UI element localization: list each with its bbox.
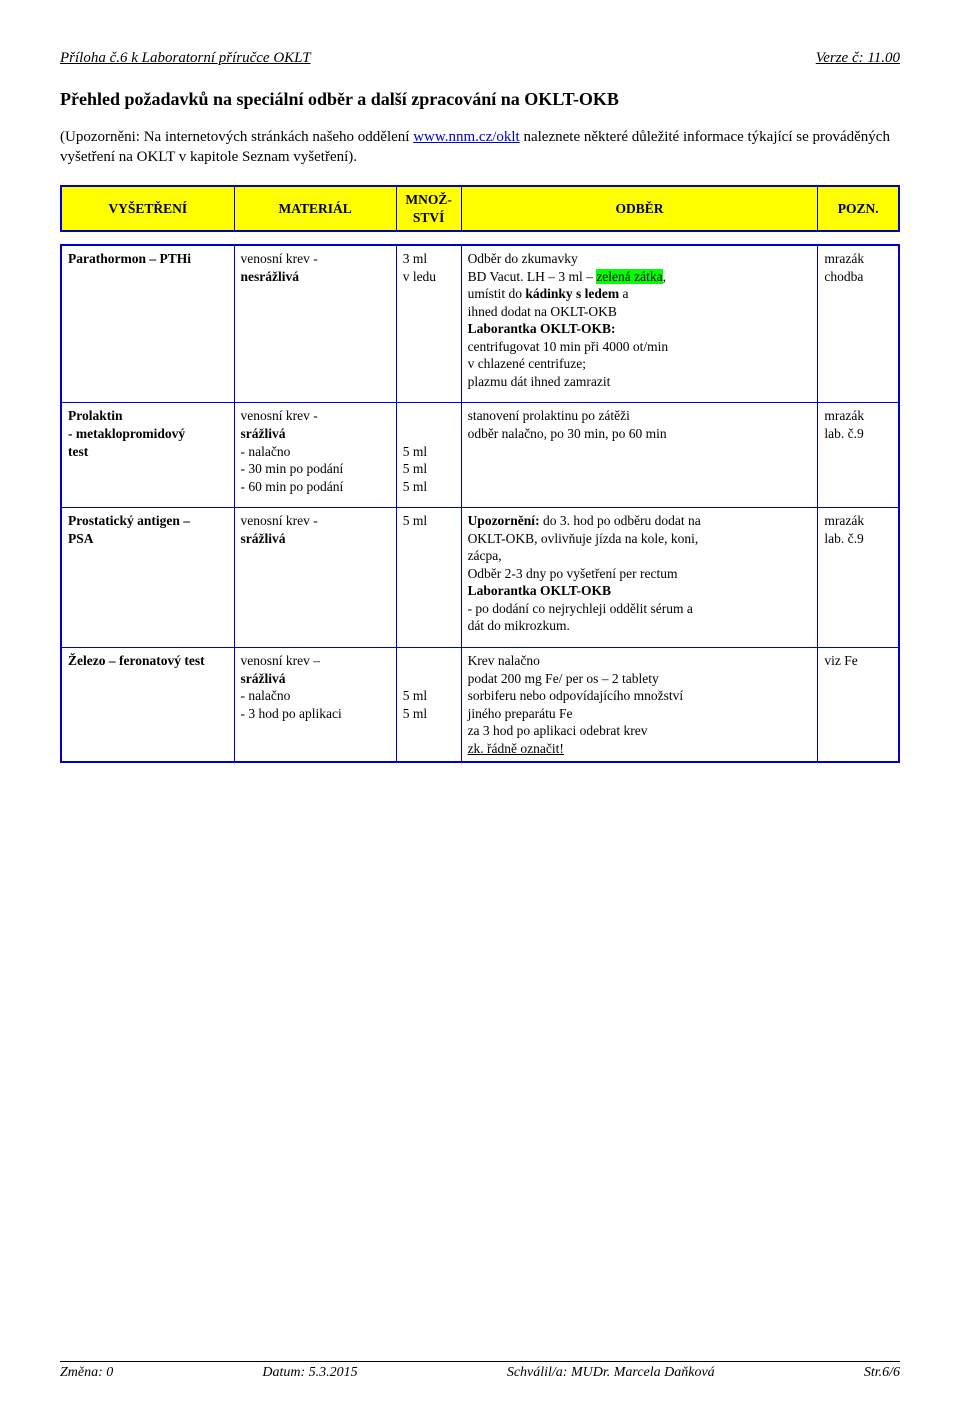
r1-odb1: Odběr do zkumavky <box>468 251 578 266</box>
r4-odb2: podat 200 mg Fe/ per os – 2 tablety <box>468 671 659 686</box>
r2-test1: Prolaktin <box>68 408 123 423</box>
intro-link[interactable]: www.nnm.cz/oklt <box>413 129 520 145</box>
r3-odb6: - po dodání co nejrychleji oddělit sérum… <box>468 601 693 616</box>
col-odber: ODBĚR <box>461 186 818 231</box>
r1-odb6: centrifugovat 10 min při 4000 ot/min <box>468 339 669 354</box>
table-row: Prolaktin - metaklopromidový test venosn… <box>61 403 899 499</box>
r1-odb2a: BD Vacut. LH – 3 ml – <box>468 269 597 284</box>
r4-mat4: - 3 hod po aplikaci <box>241 706 342 721</box>
r2-test3: test <box>68 444 88 459</box>
r1-pozn2: chodba <box>824 269 863 284</box>
r4-odb4: jiného preparátu Fe <box>468 706 573 721</box>
header-left: Příloha č.6 k Laboratorní příručce OKLT <box>60 50 311 67</box>
table-header: VYŠETŘENÍ MATERIÁL MNOŽ- STVÍ ODBĚR POZN… <box>60 185 900 232</box>
spacer <box>60 232 900 244</box>
r1-odb3a: umístit do <box>468 286 526 301</box>
r4-odb1: Krev nalačno <box>468 653 540 668</box>
col-pozn: POZN. <box>818 186 899 231</box>
page-header: Příloha č.6 k Laboratorní příručce OKLT … <box>60 50 900 67</box>
r2-pozn2: lab. č.9 <box>824 426 863 441</box>
r1-mat1: venosní krev - <box>241 251 318 266</box>
r2-qty2: 5 ml <box>403 461 427 476</box>
col-qty: MNOŽ- STVÍ <box>396 186 461 231</box>
page: Příloha č.6 k Laboratorní příručce OKLT … <box>0 0 960 1416</box>
r1-odb4: ihned dodat na OKLT-OKB <box>468 304 617 319</box>
col-test: VYŠETŘENÍ <box>61 186 234 231</box>
r3-odb5: Laborantka OKLT-OKB <box>468 583 611 598</box>
r4-mat2: srážlivá <box>241 671 286 686</box>
table-body: Parathormon – PTHi venosní krev - nesráž… <box>60 244 900 763</box>
r3-test2: PSA <box>68 531 94 546</box>
r3-odb4: Odběr 2-3 dny po vyšetření per rectum <box>468 566 678 581</box>
r3-mat1: venosní krev - <box>241 513 318 528</box>
r3-mat2: srážlivá <box>241 531 286 546</box>
r2-qty3: 5 ml <box>403 479 427 494</box>
r4-odb5: za 3 hod po aplikaci odebrat krev <box>468 723 648 738</box>
r4-test: Železo – feronatový test <box>68 653 205 668</box>
r2-mat2: srážlivá <box>241 426 286 441</box>
intro-part1: (Upozorněni: Na internetových stránkách … <box>60 129 413 145</box>
r2-mat1: venosní krev - <box>241 408 318 423</box>
r4-odb3: sorbiferu nebo odpovídajícího množství <box>468 688 684 703</box>
r1-mat2: nesrážlivá <box>241 269 300 284</box>
col-qty-l2: STVÍ <box>413 210 445 225</box>
r3-pozn1: mrazák <box>824 513 864 528</box>
r4-mat3: - nalačno <box>241 688 291 703</box>
r2-mat5: - 60 min po podání <box>241 479 344 494</box>
r2-test2: - metaklopromidový <box>68 426 185 441</box>
r4-pozn: viz Fe <box>824 653 857 668</box>
table-row: Prostatický antigen – PSA venosní krev -… <box>61 508 899 639</box>
footer-change: Změna: 0 <box>60 1365 113 1381</box>
r1-qty1: 3 ml <box>403 251 427 266</box>
r3-qty1: 5 ml <box>403 513 427 528</box>
r3-pozn2: lab. č.9 <box>824 531 863 546</box>
r1-odb3c: a <box>619 286 628 301</box>
r2-odb2: odběr nalačno, po 30 min, po 60 min <box>468 426 667 441</box>
r3-odb3: zácpa, <box>468 548 502 563</box>
r1-odb7: v chlazené centrifuze; <box>468 356 586 371</box>
r1-qty2: v ledu <box>403 269 436 284</box>
r2-mat4: - 30 min po podání <box>241 461 344 476</box>
r3-odb1b: do 3. hod po odběru dodat na <box>540 513 701 528</box>
col-qty-l1: MNOŽ- <box>405 192 452 207</box>
r1-odb2c: , <box>663 269 666 284</box>
header-right: Verze č: 11.00 <box>816 50 900 67</box>
r1-test: Parathormon – PTHi <box>68 251 191 266</box>
r4-qty1: 5 ml <box>403 688 427 703</box>
r4-qty2: 5 ml <box>403 706 427 721</box>
r3-odb1a: Upozornění: <box>468 513 540 528</box>
r4-mat1: venosní krev – <box>241 653 320 668</box>
r1-odb5: Laborantka OKLT-OKB: <box>468 321 616 336</box>
footer-date: Datum: 5.3.2015 <box>262 1365 357 1381</box>
r3-odb2: OKLT-OKB, ovlivňuje jízda na kole, koni, <box>468 531 699 546</box>
r3-test1: Prostatický antigen – <box>68 513 190 528</box>
table-row: Železo – feronatový test venosní krev – … <box>61 648 899 763</box>
col-material: MATERIÁL <box>234 186 396 231</box>
table-row: Parathormon – PTHi venosní krev - nesráž… <box>61 245 899 394</box>
r1-pozn1: mrazák <box>824 251 864 266</box>
r1-odb2b: zelená zátka <box>596 269 662 284</box>
footer-approved: Schválil/a: MUDr. Marcela Daňková <box>507 1365 715 1381</box>
r2-mat3: - nalačno <box>241 444 291 459</box>
r2-odb1: stanovení prolaktinu po zátěži <box>468 408 630 423</box>
page-title: Přehled požadavků na speciální odběr a d… <box>60 89 900 110</box>
intro-paragraph: (Upozorněni: Na internetových stránkách … <box>60 128 900 167</box>
r4-odb6: zk. řádně označit! <box>468 741 564 756</box>
r2-qty1: 5 ml <box>403 444 427 459</box>
r3-odb7: dát do mikrozkum. <box>468 618 570 633</box>
r2-pozn1: mrazák <box>824 408 864 423</box>
r1-odb8: plazmu dát ihned zamrazit <box>468 374 611 389</box>
footer-page: Str.6/6 <box>864 1365 900 1381</box>
page-footer: Změna: 0 Datum: 5.3.2015 Schválil/a: MUD… <box>60 1361 900 1381</box>
r1-odb3b: kádinky s ledem <box>525 286 619 301</box>
